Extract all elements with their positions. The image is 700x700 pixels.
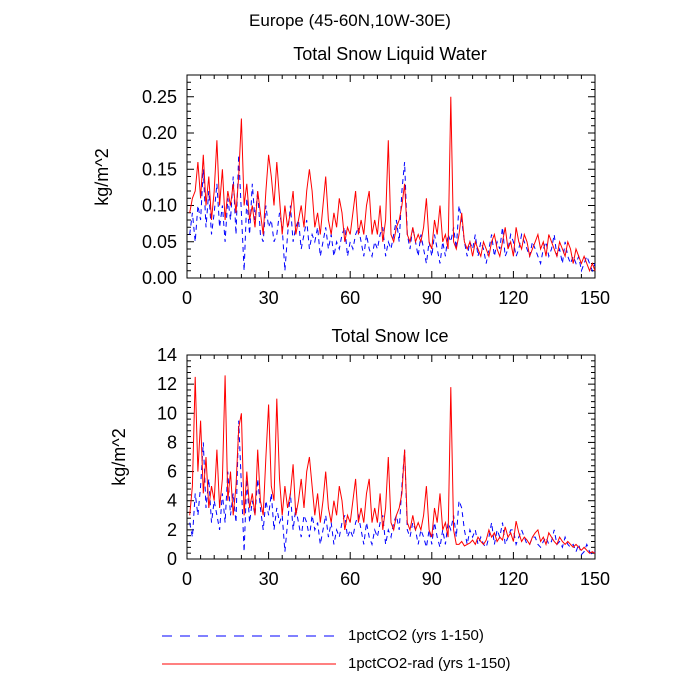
x-tick-label: 120 [498,569,528,589]
series-line-1pctco2-rad [189,96,596,273]
legend-label-1pctco2-rad: 1pctCO2-rad (yrs 1-150) [348,655,511,672]
y-tick-label: 10 [157,403,177,423]
x-tick-label: 120 [498,288,528,308]
x-tick-label: 0 [182,569,192,589]
y-tick-label: 0 [167,549,177,569]
panel-snow-ice: Total Snow Ice kg/m^2 0 30 60 90 120 150 0 2 4 6 8… [109,326,610,589]
series-line-1pctco2 [189,420,596,556]
x-tick-label: 0 [182,288,192,308]
x-tick-label: 150 [580,569,610,589]
x-tick-label: 90 [422,569,442,589]
y-tick-label: 8 [167,432,177,452]
y-tick-label: 0.25 [142,87,177,107]
x-tick-label: 150 [580,288,610,308]
legend: 1pctCO2 (yrs 1-150) 1pctCO2-rad (yrs 1-1… [162,627,511,672]
x-tick-label: 90 [422,288,442,308]
y-tick-label: 6 [167,462,177,482]
panel-title: Total Snow Ice [331,326,448,346]
figure-title: Europe (45-60N,10W-30E) [249,11,451,30]
y-tick-label: 2 [167,520,177,540]
y-axis-label: kg/m^2 [109,428,129,485]
x-tick-label: 60 [340,288,360,308]
y-tick-label: 0.15 [142,159,177,179]
x-tick-label: 30 [259,569,279,589]
panel-title: Total Snow Liquid Water [293,44,486,64]
plot-frame [186,354,596,560]
y-tick-label: 14 [157,345,177,365]
y-axis-label: kg/m^2 [92,148,112,205]
y-tick-label: 12 [157,374,177,394]
y-tick-label: 0.00 [142,268,177,288]
legend-label-1pctco2: 1pctCO2 (yrs 1-150) [348,627,484,644]
y-tick-label: 0.20 [142,123,177,143]
x-tick-label: 30 [259,288,279,308]
series-line-1pctco2-rad [189,375,596,554]
y-tick-label: 0.05 [142,232,177,252]
y-tick-label: 4 [167,491,177,511]
y-tick-label: 0.10 [142,196,177,216]
x-tick-label: 60 [340,569,360,589]
panel-snow-liquid-water: Total Snow Liquid Water kg/m^2 0 30 60 90 12… [92,44,610,308]
